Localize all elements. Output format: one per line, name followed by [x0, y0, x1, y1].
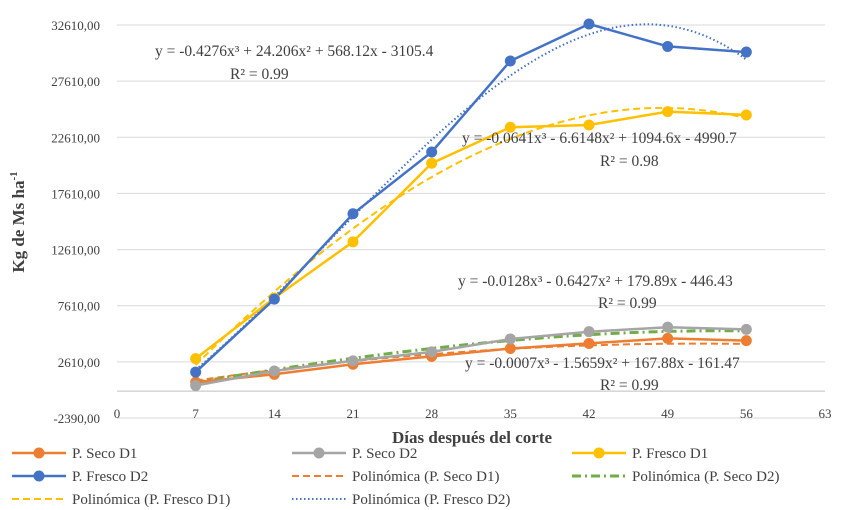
legend-entry: Polinómica (P. Seco D1) [292, 469, 500, 485]
x-tick-label: 63 [819, 406, 832, 421]
data-point [268, 293, 280, 305]
legend-label: P. Seco D2 [352, 446, 417, 462]
legend-label: Polinómica (P. Fresco D1) [72, 492, 230, 508]
x-tick-label: 14 [268, 406, 282, 421]
svg-text:Kg de Ms ha-1: Kg de Ms ha-1 [8, 171, 28, 272]
y-axis-ticks: -2390,00 2610,00 7610,00 12610,00 17610,00 22… [51, 18, 100, 426]
y-tick-label: 7610,00 [58, 299, 100, 314]
series-lines [194, 22, 747, 387]
data-point [583, 337, 595, 349]
r2-fresco-d1: R² = 0.98 [600, 153, 659, 170]
x-axis-title: Días después del corte [392, 428, 553, 447]
legend-entry: Polinómica (P. Fresco D2) [292, 492, 510, 508]
y-axis-title: Kg de Ms ha-1 [8, 171, 28, 272]
data-point [583, 119, 595, 131]
legend-entry: Polinómica (P. Seco D2) [572, 469, 780, 485]
y-axis-title-main: Kg de Ms ha [9, 180, 28, 273]
gridlines [117, 24, 825, 419]
legend-entry: P. Fresco D2 [12, 469, 148, 485]
data-point [190, 380, 202, 392]
data-point [740, 323, 752, 335]
equation-fresco-d1: y = -0.0641x³ - 6.6148x² + 1094.6x - 499… [462, 130, 737, 147]
data-point [504, 121, 516, 133]
data-point [347, 208, 359, 220]
trendline [195, 329, 747, 384]
equation-seco-d1: y = -0.0007x³ - 1.5659x² + 167.88x - 161… [465, 355, 740, 372]
x-tick-label: 28 [425, 406, 438, 421]
x-tick-label: 42 [583, 406, 596, 421]
y-tick-label: 22610,00 [51, 130, 100, 145]
y-axis-title-exponent: -1 [8, 171, 20, 180]
legend-label: P. Seco D1 [72, 446, 137, 462]
data-point [740, 335, 752, 347]
series-line [195, 337, 747, 384]
legend-entry: Polinómica (P. Fresco D1) [12, 492, 230, 508]
data-point [504, 55, 516, 67]
data-point [426, 346, 438, 358]
y-tick-label: 12610,00 [51, 243, 100, 258]
series-line [194, 22, 747, 374]
equation-fresco-d2: y = -0.4276x³ + 24.206x² + 568.12x - 310… [155, 43, 434, 60]
data-point [740, 109, 752, 121]
r2-seco-d1: R² = 0.99 [600, 377, 659, 394]
y-tick-label: 2610,00 [58, 355, 100, 370]
x-tick-label: 7 [192, 406, 199, 421]
data-point [190, 353, 202, 365]
data-point [662, 332, 674, 344]
data-point [347, 355, 359, 367]
data-point [190, 366, 202, 378]
legend-label: Polinómica (P. Seco D1) [352, 469, 500, 485]
y-tick-label: 32610,00 [51, 18, 100, 33]
y-tick-label: -2390,00 [53, 411, 100, 426]
x-tick-label: 21 [347, 406, 360, 421]
data-point [504, 342, 516, 354]
legend-label: P. Fresco D1 [632, 446, 708, 462]
legend-label: P. Fresco D2 [72, 469, 148, 485]
series-line [194, 110, 747, 360]
data-point [583, 18, 595, 30]
x-tick-label: 56 [740, 406, 754, 421]
legend: P. Seco D1 P. Seco D2 P. Fresco D1 P. Fresc… [12, 446, 780, 508]
data-point [426, 157, 438, 169]
trendline [194, 106, 747, 366]
data-point [740, 46, 752, 58]
data-point [504, 333, 516, 345]
data-point [583, 326, 595, 338]
x-tick-label: 0 [114, 406, 121, 421]
x-axis-ticks: 0 7 14 21 28 35 42 49 56 63 [114, 406, 832, 421]
r2-seco-d2: R² = 0.99 [598, 295, 657, 312]
x-tick-label: 49 [661, 406, 674, 421]
data-point [347, 236, 359, 248]
data-point [268, 365, 280, 377]
x-tick-label: 35 [504, 406, 517, 421]
y-tick-label: 27610,00 [51, 74, 100, 89]
series-line [195, 325, 747, 387]
legend-label: Polinómica (P. Fresco D2) [352, 492, 510, 508]
legend-label: Polinómica (P. Seco D2) [632, 469, 780, 485]
legend-entry: P. Seco D1 [12, 446, 137, 462]
data-point [662, 40, 674, 52]
legend-entry: P. Seco D2 [292, 446, 417, 462]
series-points [190, 18, 752, 392]
data-point [426, 146, 438, 158]
r2-fresco-d2: R² = 0.99 [230, 66, 289, 83]
data-point [662, 106, 674, 118]
data-point [662, 321, 674, 333]
y-tick-label: 17610,00 [51, 186, 100, 201]
legend-entry: P. Fresco D1 [572, 446, 708, 462]
equation-seco-d2: y = -0.0128x³ - 0.6427x² + 179.89x - 446… [458, 273, 733, 290]
